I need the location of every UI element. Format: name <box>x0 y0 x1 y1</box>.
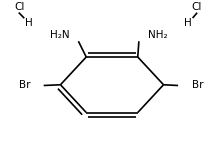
Text: H₂N: H₂N <box>50 30 69 40</box>
Text: Cl: Cl <box>191 3 202 12</box>
Text: Cl: Cl <box>14 3 24 12</box>
Text: H: H <box>184 18 192 28</box>
Text: NH₂: NH₂ <box>148 30 168 40</box>
Text: Br: Br <box>192 81 203 90</box>
Text: Br: Br <box>19 81 30 90</box>
Text: H: H <box>25 18 33 28</box>
